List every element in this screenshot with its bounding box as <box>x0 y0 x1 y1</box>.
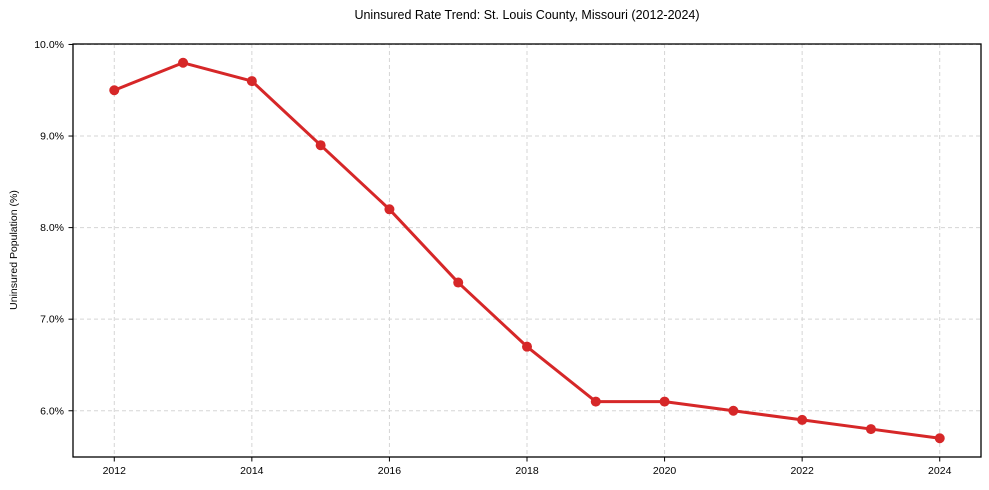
y-tick-label: 7.0% <box>40 314 64 326</box>
y-tick-label: 9.0% <box>40 131 64 143</box>
data-point-marker <box>178 57 189 68</box>
x-tick-label: 2020 <box>653 465 677 477</box>
y-tick-label: 8.0% <box>40 222 64 234</box>
data-point-marker <box>934 433 945 444</box>
data-point-marker <box>659 396 670 407</box>
x-tick-label: 2016 <box>378 465 402 477</box>
data-point-marker <box>109 85 120 96</box>
data-point-marker <box>384 204 395 215</box>
data-point-marker <box>315 140 326 151</box>
data-point-marker <box>865 424 876 435</box>
data-point-marker <box>797 414 808 425</box>
x-tick-label: 2022 <box>790 465 814 477</box>
data-point-marker <box>590 396 601 407</box>
x-tick-label: 2018 <box>515 465 539 477</box>
x-tick-label: 2012 <box>103 465 127 477</box>
data-point-marker <box>522 341 532 352</box>
y-tick-label: 6.0% <box>40 405 64 417</box>
x-tick-label: 2014 <box>240 465 264 477</box>
x-tick-label: 2024 <box>928 465 952 477</box>
data-point-marker <box>246 76 257 87</box>
data-point-marker <box>453 277 464 288</box>
chart-title: Uninsured Rate Trend: St. Louis County, … <box>354 8 700 22</box>
y-tick-label: 10.0% <box>34 39 64 51</box>
data-point-marker <box>728 405 739 416</box>
